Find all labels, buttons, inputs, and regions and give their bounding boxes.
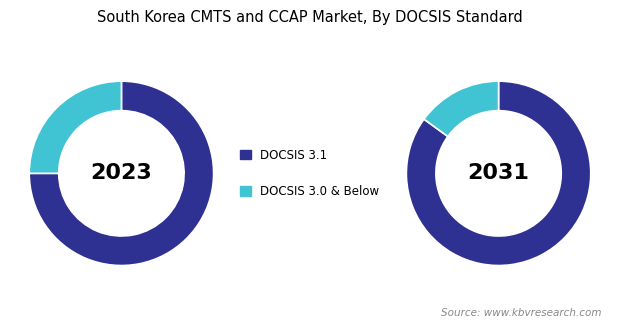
Wedge shape [29, 81, 214, 265]
Wedge shape [424, 81, 498, 136]
Text: 2031: 2031 [467, 163, 529, 183]
Wedge shape [29, 81, 122, 173]
Legend: DOCSIS 3.1, DOCSIS 3.0 & Below: DOCSIS 3.1, DOCSIS 3.0 & Below [237, 145, 383, 202]
Text: 2023: 2023 [91, 163, 153, 183]
Text: Source: www.kbvresearch.com: Source: www.kbvresearch.com [441, 308, 601, 318]
Text: South Korea CMTS and CCAP Market, By DOCSIS Standard: South Korea CMTS and CCAP Market, By DOC… [97, 10, 523, 25]
Wedge shape [406, 81, 591, 265]
